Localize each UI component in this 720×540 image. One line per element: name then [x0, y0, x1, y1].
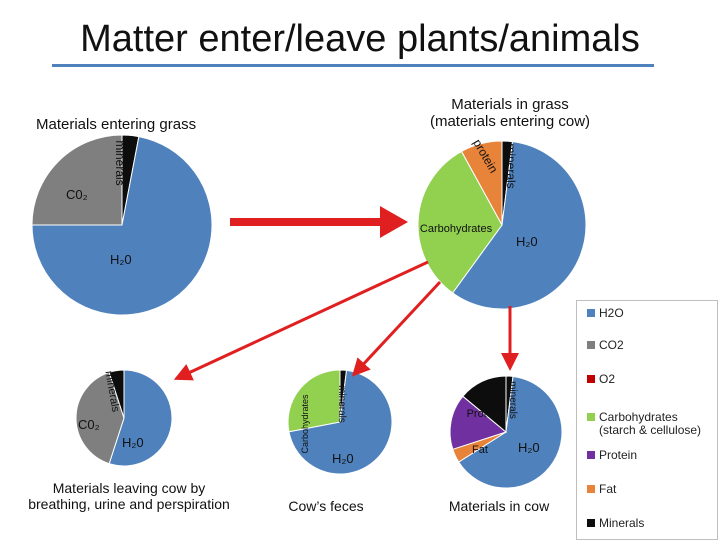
pie-breath-slice-h2o-0 — [108, 369, 173, 467]
legend-swatch-co2 — [587, 341, 595, 349]
slice-label-minerals-grass: minerals — [504, 143, 518, 188]
pie-grass-slice-h2o-1 — [451, 141, 587, 310]
pie-breath-slice-minerals-2 — [108, 369, 125, 419]
arrow-cow-to-breath — [173, 260, 429, 381]
slice-label-h2o-feces: H₂0 — [332, 451, 354, 466]
legend-label-minerals: Minerals — [599, 516, 645, 530]
pie-cow-slice-h2o-1 — [458, 375, 563, 489]
pie-grass-in-slice-h2o-1 — [31, 136, 213, 316]
caption-cow-out: Materials leaving cow by breathing, urin… — [28, 480, 230, 512]
pie-grass-slice-carbohydrates-2 — [417, 150, 503, 294]
caption-feces: Cow’s feces — [288, 498, 364, 514]
pie-grass-in-slice-co2-2 — [31, 134, 123, 226]
slice-label-h2o-grass: H₂0 — [516, 234, 538, 249]
legend-swatch-h2o — [587, 309, 595, 317]
legend: H2O CO2 O2 Carbohydrates (starch & cellulos… — [576, 300, 718, 540]
slice-label-h2o-breath: H₂0 — [122, 435, 144, 450]
pie-cow-slice-minerals-4 — [462, 375, 507, 434]
arrow-grass-to-cow — [230, 206, 408, 238]
slice-label-h2o-cow: H₂0 — [518, 440, 540, 455]
arrow-cow-to-feces — [351, 280, 442, 377]
legend-label-fat: Fat — [599, 482, 617, 496]
slice-label-h2o-grass-in: H₂0 — [110, 252, 132, 267]
slice-label-minerals-cow: minerals — [507, 381, 518, 419]
legend-swatch-fat — [587, 485, 595, 493]
legend-label-carbohydrates: Carbohydrates (starch & cellulose) — [599, 410, 702, 437]
pie-grass-slice-fat-3 — [460, 140, 503, 226]
slice-label-co2-breath: C0₂ — [78, 417, 100, 432]
slice-label-fat-cow: Fat — [472, 444, 488, 456]
legend-label-o2: O2 — [599, 372, 616, 386]
pie-cow-slice-protein-3 — [449, 395, 508, 450]
legend-swatch-carbohydrates — [587, 413, 595, 421]
pie-breath-slice-co2-1 — [75, 371, 125, 465]
legend-label-h2o: H2O — [599, 306, 624, 320]
page-title: Matter enter/leave plants/animals — [80, 18, 640, 60]
caption-grass-in: Materials entering grass — [36, 116, 197, 133]
legend-swatch-minerals — [587, 519, 595, 527]
legend-label-protein: Protein — [599, 448, 638, 462]
slice-label-minerals-feces: minerals — [336, 385, 347, 423]
caption-grass: Materials in grass (materials entering c… — [429, 96, 591, 130]
legend-swatch-protein — [587, 451, 595, 459]
slice-label-co2-grass-in: C0₂ — [66, 187, 88, 202]
slice-label-carbohydrates-grass: Carbohydrates — [420, 223, 493, 235]
legend-label-co2: CO2 — [599, 338, 624, 352]
slice-label-carbohydrates-feces: Carbohydrates — [300, 394, 310, 454]
slice-label-minerals-grass-in: minerals — [113, 140, 127, 185]
title-underline — [52, 64, 654, 67]
caption-cow: Materials in cow — [448, 498, 550, 514]
legend-swatch-o2 — [587, 375, 595, 383]
pie-feces-slice-carbohydrates-2 — [287, 369, 341, 433]
slice-label-protein-cow: Protein — [467, 408, 502, 420]
